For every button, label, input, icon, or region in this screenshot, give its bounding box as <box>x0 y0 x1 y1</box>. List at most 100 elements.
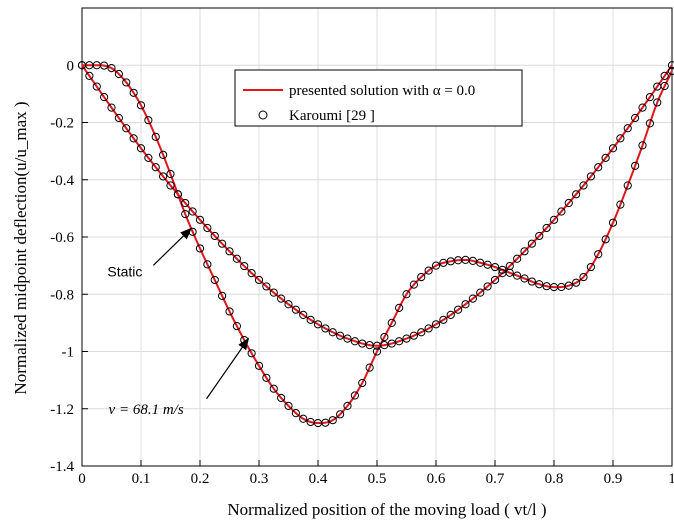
karoumi-marker <box>225 247 234 256</box>
legend-line-label: presented solution with α = 0.0 <box>289 83 475 99</box>
karoumi-marker <box>122 78 131 87</box>
x-tick-label: 0.2 <box>191 471 210 487</box>
karoumi-marker <box>653 98 662 107</box>
x-tick-label: 0.5 <box>368 471 387 487</box>
karoumi-marker <box>520 274 529 283</box>
karoumi-marker <box>203 260 212 269</box>
karoumi-marker <box>151 132 160 141</box>
karoumi-marker <box>107 103 116 112</box>
x-tick-label: 0.1 <box>132 471 151 487</box>
karoumi-marker <box>638 141 647 150</box>
karoumi-marker <box>262 282 271 291</box>
annotations: Static v = 68.1 m/s <box>107 227 250 418</box>
karoumi-marker <box>122 124 131 133</box>
karoumi-marker <box>446 310 455 320</box>
karoumi-marker <box>380 341 389 350</box>
karoumi-marker <box>100 61 109 70</box>
karoumi-marker <box>572 190 581 199</box>
karoumi-marker <box>409 331 418 340</box>
karoumi-marker <box>395 337 404 346</box>
karoumi-marker <box>107 64 116 73</box>
karoumi-marker <box>490 262 500 272</box>
karoumi-marker <box>218 291 227 300</box>
karoumi-marker <box>417 272 426 282</box>
axis-ticks: 0 0.1 0.2 0.3 0.4 0.5 0.6 0.7 0.8 0.9 1 0 -0.2 -0.4 -0… <box>50 58 674 487</box>
karoumi-marker <box>535 280 544 289</box>
karoumi-marker <box>262 373 271 382</box>
karoumi-marker <box>579 181 588 190</box>
karoumi-marker <box>402 290 411 299</box>
karoumi-marker <box>343 334 352 343</box>
karoumi-marker <box>129 88 138 97</box>
solution-line-dynamic <box>82 64 673 425</box>
karoumi-marker <box>181 210 190 219</box>
karoumi-marker <box>328 328 337 337</box>
karoumi-marker <box>240 261 249 271</box>
karoumi-marker <box>424 324 433 333</box>
karoumi-marker <box>586 262 595 272</box>
static-label: Static <box>107 263 142 279</box>
karoumi-marker <box>210 231 219 241</box>
karoumi-marker <box>601 235 610 244</box>
karoumi-marker <box>439 315 448 324</box>
karoumi-marker <box>490 275 500 285</box>
karoumi-marker <box>166 181 175 190</box>
karoumi-marker <box>601 153 610 162</box>
karoumi-marker <box>660 71 669 80</box>
karoumi-marker <box>431 320 441 329</box>
karoumi-marker <box>218 239 227 248</box>
karoumi-marker <box>151 163 160 172</box>
karoumi-marker <box>594 163 603 172</box>
karoumi-marker <box>225 307 234 316</box>
karoumi-marker <box>623 124 632 133</box>
x-tick-label: 0.4 <box>309 471 328 487</box>
velocity-arrow <box>206 337 250 400</box>
y-tick-label: -0.2 <box>50 116 74 132</box>
y-tick-label: -1.4 <box>50 459 74 475</box>
karoumi-marker <box>336 331 345 340</box>
karoumi-marker <box>608 218 618 227</box>
karoumi-marker <box>85 71 94 80</box>
karoumi-marker <box>564 198 573 208</box>
karoumi-marker <box>387 339 396 348</box>
karoumi-marker <box>336 410 345 419</box>
y-axis-label: Normalized midpoint deflection(u/u_max ) <box>11 101 30 394</box>
karoumi-marker <box>572 278 581 287</box>
karoumi-marker <box>291 409 300 418</box>
karoumi-marker <box>616 200 625 209</box>
karoumi-marker <box>454 305 463 314</box>
karoumi-marker <box>586 172 595 181</box>
karoumi-marker <box>535 231 544 241</box>
karoumi-marker <box>638 103 647 112</box>
x-tick-label: 0.6 <box>427 471 446 487</box>
karoumi-marker <box>181 198 190 208</box>
y-tick-label: -1.2 <box>50 402 74 418</box>
karoumi-marker <box>498 265 507 274</box>
y-tick-label: -1 <box>62 345 75 361</box>
karoumi-marker <box>372 347 382 356</box>
karoumi-marker <box>527 239 536 248</box>
karoumi-marker <box>476 288 485 297</box>
legend: presented solution with α = 0.0 Karoumi … <box>234 69 523 127</box>
karoumi-marker <box>350 337 359 346</box>
karoumi-marker <box>114 113 123 123</box>
x-tick-label: 0.3 <box>250 471 269 487</box>
karoumi-marker <box>520 247 529 256</box>
karoumi-marker <box>166 169 175 179</box>
karoumi-marker <box>564 281 573 290</box>
karoumi-marker <box>505 268 514 277</box>
karoumi-marker <box>328 416 337 425</box>
karoumi-marker <box>631 161 640 170</box>
y-tick-label: -0.6 <box>50 230 74 246</box>
karoumi-marker <box>299 310 308 320</box>
karoumi-marker <box>468 256 477 265</box>
karoumi-marker <box>92 82 101 91</box>
karoumi-marker <box>667 61 674 70</box>
karoumi-marker <box>579 272 588 282</box>
karoumi-marker <box>136 144 146 153</box>
x-axis-label: Normalized position of the moving load (… <box>227 500 546 519</box>
karoumi-marker <box>549 215 559 224</box>
karoumi-marker <box>542 223 551 233</box>
karoumi-marker <box>431 261 441 270</box>
